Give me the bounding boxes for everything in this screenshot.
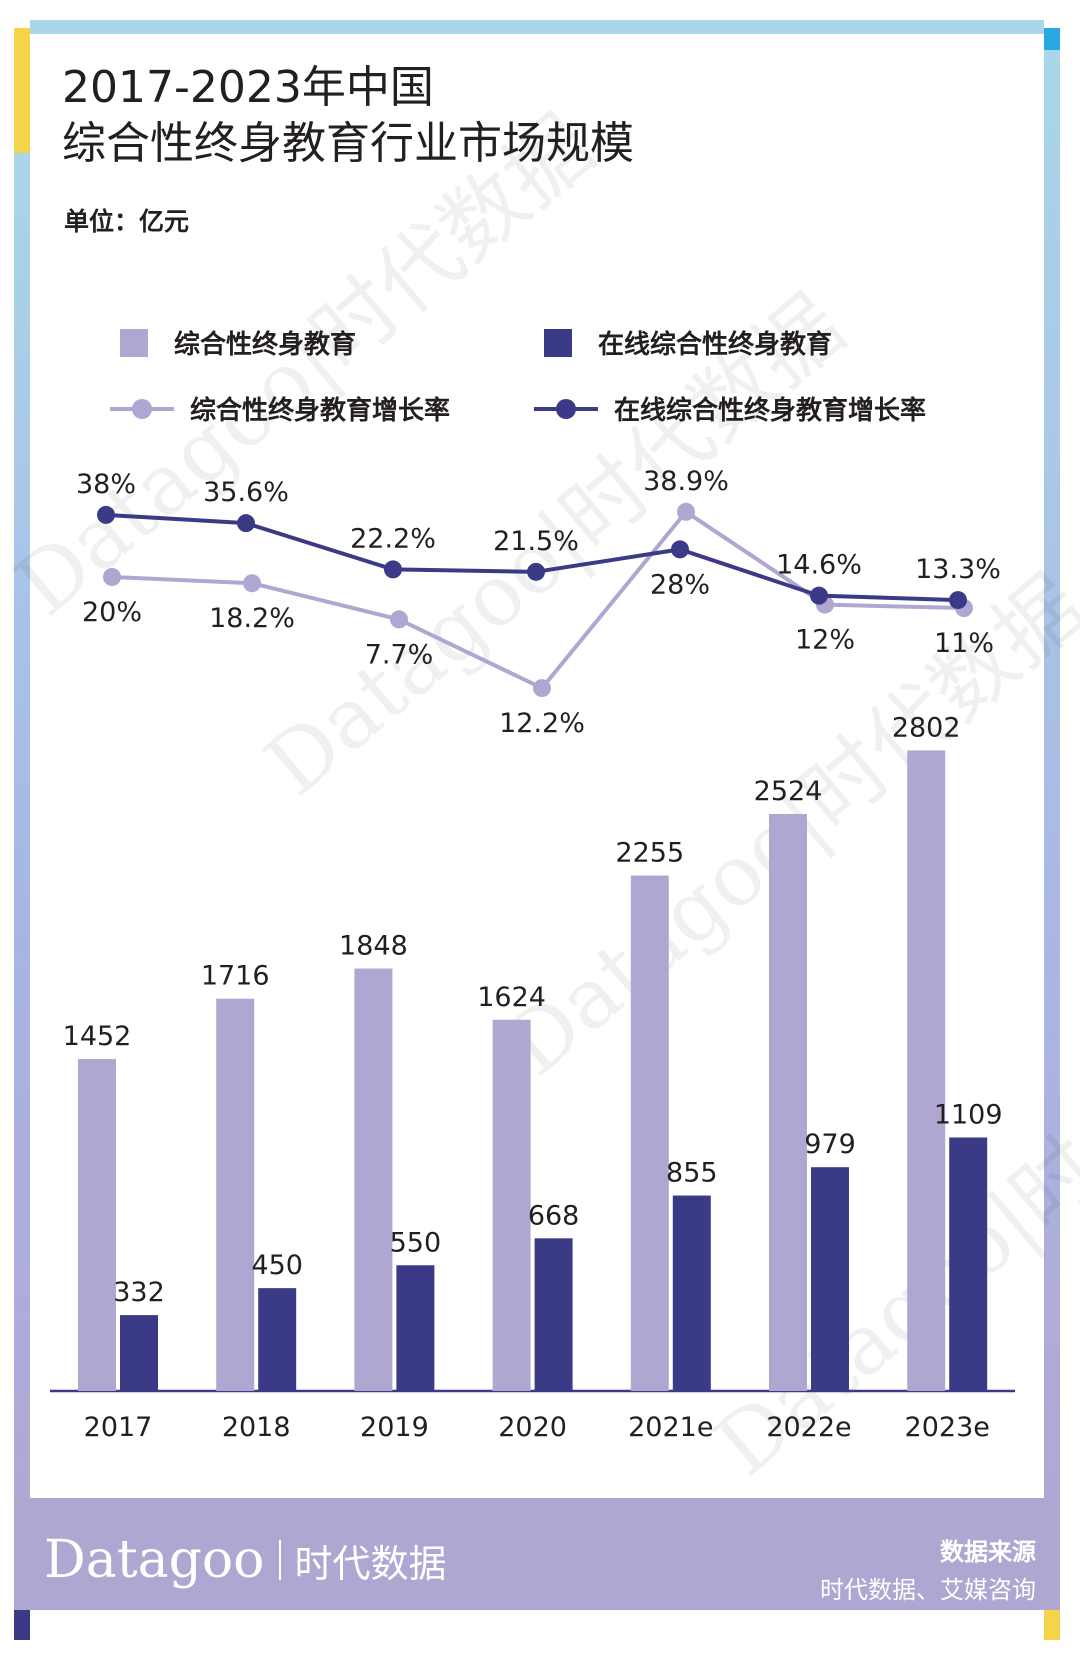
bar-value-label: 668 [528,1200,580,1231]
source-title: 数据来源 [940,1538,1036,1566]
bar-total [78,1059,116,1391]
growth-point [671,540,689,559]
bar-value-label: 1109 [934,1099,1003,1130]
growth-point [527,562,545,581]
bar-value-label: 550 [390,1227,442,1258]
growth-label-total: 12% [795,625,855,656]
legend-swatch-dark [544,328,572,357]
growth-label-total: 38.9% [643,466,729,497]
legend-item-total-growth: 综合性终身教育增长率 [110,390,450,427]
growth-label-online: 13.3% [915,554,1001,585]
growth-label-online: 35.6% [203,477,289,508]
x-tick-label: 2019 [360,1412,429,1443]
growth-point [533,679,551,698]
legend-label: 综合性终身教育增长率 [190,396,451,426]
growth-label-online: 14.6% [776,550,862,581]
bar-total [769,814,807,1391]
bar-total [907,750,946,1391]
growth-label-total: 20% [82,597,142,628]
bar-online [811,1167,849,1391]
bar-online [396,1265,435,1391]
frame-right-cap [1044,1610,1060,1640]
legend-line-dark [534,395,598,423]
frame-left-bar [14,28,30,1498]
growth-point [97,505,115,524]
growth-point [384,560,402,579]
unit-label: 单位：亿元 [64,207,190,236]
growth-label-total: 12.2% [499,708,585,739]
growth-point [243,574,261,593]
growth-label-online: 21.5% [493,526,579,557]
legend-line-light [110,395,174,423]
x-tick-label: 2023e [905,1412,990,1443]
frame-top-bar [30,20,1044,34]
bar-total [216,998,255,1391]
bar-online [534,1238,573,1391]
growth-point [103,568,121,586]
bar-value-label: 1716 [201,961,270,992]
chart-plot: 2017 1452 332 2018 1716 450 2019 1848 550 2020 162… [50,466,1015,1443]
growth-label-total: 11% [934,628,994,659]
legend-item-total: 综合性终身教育 [120,324,356,361]
frame-left-cap [14,1610,30,1640]
footer-bar [14,1498,1060,1610]
legend-label: 在线综合性终身教育 [598,330,833,360]
legend-swatch-light [120,328,148,357]
legend-item-online-growth: 在线综合性终身教育增长率 [534,390,926,427]
growth-point [810,586,828,605]
x-tick-label: 2020 [498,1412,567,1443]
growth-point [237,514,255,533]
bar-value-label: 1848 [339,931,408,962]
bar-value-label: 450 [251,1250,303,1281]
x-tick-label: 2022e [766,1412,851,1443]
growth-label-online: 22.2% [350,523,436,554]
brand-separator [278,1540,281,1580]
bar-value-label: 979 [804,1129,856,1160]
growth-label-online: 38% [76,469,136,500]
bar-value-label: 855 [666,1158,718,1189]
growth-point [677,502,695,521]
brand-logo: Datagoo 时代数据 [44,1530,447,1590]
bar-total [354,968,393,1391]
bar-value-label: 1452 [63,1021,132,1052]
x-tick-label: 2017 [84,1412,153,1443]
bar-value-label: 2255 [615,838,684,869]
source-text: 时代数据、艾媒咨询 [820,1576,1036,1604]
bar-value-label: 332 [113,1277,165,1308]
bar-online [949,1137,988,1391]
x-tick-label: 2018 [222,1412,291,1443]
legend-item-online: 在线综合性终身教育 [544,324,832,361]
bar-value-label: 2802 [892,712,961,743]
brand-name-cn: 时代数据 [294,1541,447,1586]
growth-label-total: 18.2% [209,603,295,634]
bar-total [492,1019,531,1391]
bar-value-label: 2524 [754,776,823,807]
x-tick-label: 2021e [628,1412,713,1443]
bar-online [120,1315,158,1391]
bar-online [672,1195,711,1391]
growth-point [390,610,408,629]
frame-right-bar [1044,28,1060,1498]
growth-label-total: 7.7% [365,639,434,670]
chart-title-line1: 2017-2023年中国 [62,62,434,113]
legend-label: 在线综合性终身教育增长率 [614,396,927,426]
brand-name-en: Datagoo [44,1530,265,1590]
bar-total [630,875,669,1391]
bar-value-label: 1624 [477,982,546,1013]
growth-label-online: 28% [650,569,710,600]
bar-online [258,1288,297,1391]
chart-title: 2017-2023年中国 综合性终身教育行业市场规模 [62,60,634,172]
growth-point [949,591,967,610]
chart-title-line2: 综合性终身教育行业市场规模 [62,118,634,169]
legend-label: 综合性终身教育 [174,330,357,360]
